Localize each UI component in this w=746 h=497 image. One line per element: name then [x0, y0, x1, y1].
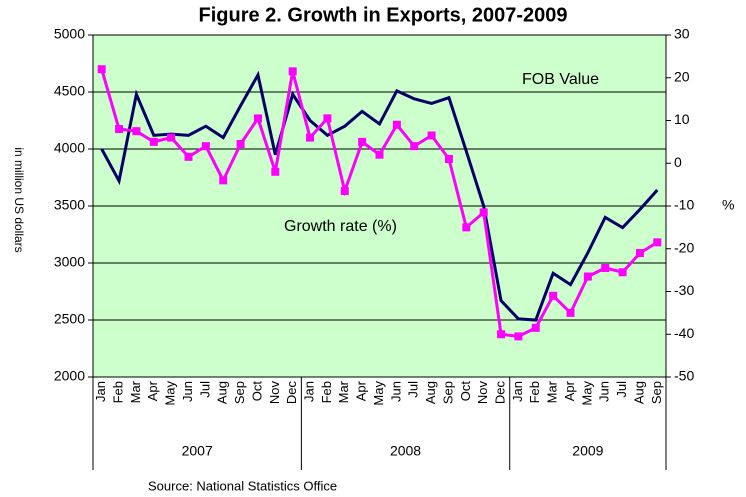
- point-marker: [444, 154, 453, 163]
- x-tick-label: Jul: [614, 381, 629, 398]
- point-marker: [167, 133, 176, 142]
- x-tick-label: Nov: [267, 381, 282, 405]
- point-marker: [531, 323, 540, 332]
- year-label: 2008: [390, 443, 421, 459]
- x-tick-label: Sep: [440, 381, 455, 404]
- y2-tick-label: 30: [674, 26, 690, 42]
- point-marker: [427, 131, 436, 140]
- x-tick-label: Dec: [492, 381, 507, 405]
- series-line: [100, 70, 659, 322]
- point-marker: [323, 114, 332, 123]
- x-tick-label: Oct: [249, 381, 264, 402]
- point-marker: [253, 114, 262, 123]
- point-marker: [184, 152, 193, 161]
- y-tick-label: 2500: [54, 311, 85, 327]
- point-marker: [375, 150, 384, 159]
- year-label: 2009: [572, 443, 603, 459]
- point-marker: [653, 238, 662, 247]
- y2-axis-label: %: [722, 197, 734, 213]
- y-tick-label: 4000: [54, 140, 85, 156]
- x-tick-label: Nov: [475, 381, 490, 405]
- series-label: FOB Value: [522, 71, 599, 88]
- y2-tick-label: -50: [674, 368, 694, 384]
- point-marker: [462, 223, 471, 232]
- x-tick-label: Jun: [388, 381, 403, 402]
- point-marker: [497, 330, 506, 339]
- x-tick-label: Jul: [406, 381, 421, 398]
- y2-tick-label: -40: [674, 325, 694, 341]
- point-marker: [115, 125, 124, 134]
- point-marker: [340, 187, 349, 196]
- x-tick-label: May: [579, 381, 594, 406]
- point-marker: [566, 308, 575, 317]
- x-tick-label: Jan: [301, 381, 316, 402]
- x-tick-label: Jul: [197, 381, 212, 398]
- x-tick-label: Jun: [597, 381, 612, 402]
- chart-title: Figure 2. Growth in Exports, 2007-2009: [198, 4, 567, 26]
- x-tick-label: Aug: [215, 381, 230, 404]
- x-tick-label: Mar: [545, 380, 560, 403]
- source: Source: National Statistics Office: [148, 478, 337, 493]
- point-marker: [219, 176, 228, 185]
- x-tick-label: May: [371, 381, 386, 406]
- x-tick-label: Aug: [423, 381, 438, 404]
- point-marker: [410, 142, 419, 151]
- point-marker: [97, 65, 106, 74]
- x-tick-label: Mar: [336, 380, 351, 403]
- x-tick-label: Jan: [510, 381, 525, 402]
- point-marker: [201, 142, 210, 151]
- y2-tick-label: 10: [674, 111, 690, 127]
- y2-tick-label: 0: [674, 154, 682, 170]
- point-marker: [149, 137, 158, 146]
- x-tick-label: Sep: [649, 381, 664, 404]
- point-marker: [288, 67, 297, 76]
- point-marker: [583, 272, 592, 281]
- y-tick-label: 2000: [54, 368, 85, 384]
- point-marker: [514, 332, 523, 341]
- point-marker: [306, 133, 315, 142]
- point-marker: [236, 140, 245, 149]
- x-tick-label: Feb: [319, 381, 334, 403]
- point-marker: [601, 263, 610, 272]
- point-marker: [392, 120, 401, 129]
- x-tick-label: Oct: [458, 381, 473, 402]
- x-tick-label: May: [163, 381, 178, 406]
- x-tick-label: Jun: [180, 381, 195, 402]
- y-tick-label: 5000: [54, 26, 85, 42]
- x-tick-label: Apr: [354, 380, 369, 401]
- x-tick-label: Dec: [284, 381, 299, 405]
- year-label: 2007: [182, 443, 213, 459]
- x-tick-label: Aug: [631, 381, 646, 404]
- point-marker: [132, 127, 141, 136]
- x-tick-label: Apr: [562, 380, 577, 401]
- y-axis-label: in million US dollars: [12, 147, 26, 252]
- x-tick-label: Sep: [232, 381, 247, 404]
- point-marker: [271, 167, 280, 176]
- x-tick-label: Feb: [527, 381, 542, 403]
- point-marker: [618, 268, 627, 277]
- series-label: Growth rate (%): [284, 218, 397, 235]
- y2-tick-label: -20: [674, 239, 694, 255]
- y-tick-label: 3000: [54, 254, 85, 270]
- y2-tick-label: -10: [674, 197, 694, 213]
- point-marker: [635, 249, 644, 258]
- y-tick-label: 4500: [54, 83, 85, 99]
- point-marker: [549, 291, 558, 300]
- y2-tick-label: -30: [674, 282, 694, 298]
- x-tick-label: Jan: [93, 381, 108, 402]
- point-marker: [358, 137, 367, 146]
- y-tick-label: 3500: [54, 197, 85, 213]
- point-marker: [479, 208, 488, 217]
- y2-tick-label: 20: [674, 68, 690, 84]
- x-tick-label: Apr: [145, 380, 160, 401]
- x-tick-label: Mar: [128, 380, 143, 403]
- x-tick-label: Feb: [110, 381, 125, 403]
